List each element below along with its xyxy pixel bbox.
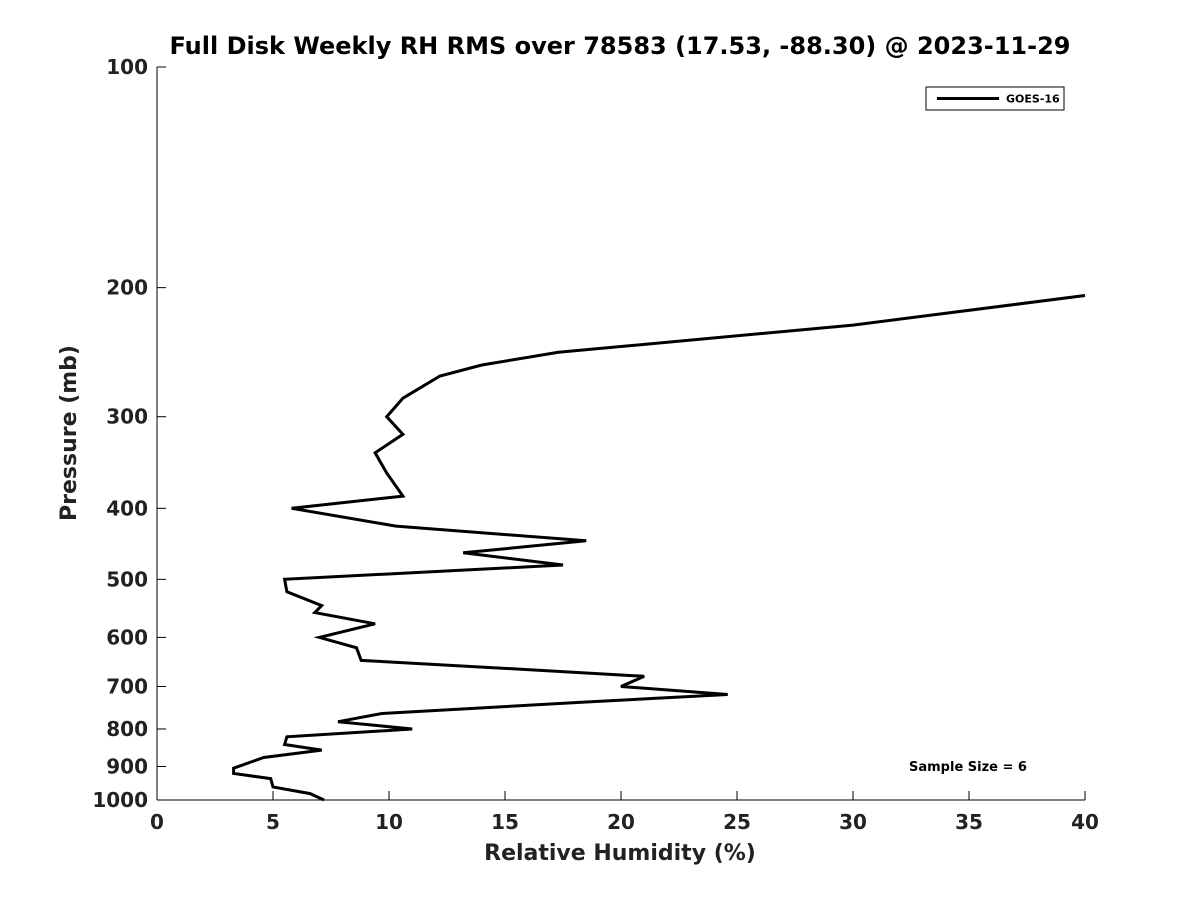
y-tick-label: 200 — [106, 276, 148, 300]
axes — [156, 67, 1085, 801]
y-tick-label: 600 — [106, 625, 148, 649]
y-tick-label: 900 — [106, 754, 148, 778]
y-tick-label: 300 — [106, 405, 148, 429]
x-tick-label: 40 — [1071, 810, 1099, 834]
y-tick-label: 800 — [106, 717, 148, 741]
y-axis-label: Pressure (mb) — [57, 345, 82, 521]
series-line-goes-16 — [232, 294, 1086, 802]
y-tick-label: 500 — [106, 567, 148, 591]
legend-label-goes-16: GOES-16 — [1006, 93, 1060, 106]
x-tick-label: 10 — [375, 810, 403, 834]
y-tick-label: 700 — [106, 674, 148, 698]
legend: GOES-16 — [925, 86, 1065, 111]
x-tick-label: 0 — [150, 810, 164, 834]
y-tick-label: 400 — [106, 496, 148, 520]
x-tick-label: 5 — [266, 810, 280, 834]
x-tick-label: 20 — [607, 810, 635, 834]
x-axis-ticks: 0 5 10 15 20 25 30 35 40 — [150, 791, 1099, 834]
sample-size-annotation: Sample Size = 6 — [909, 760, 1027, 775]
x-tick-label: 30 — [839, 810, 867, 834]
x-tick-label: 25 — [723, 810, 751, 834]
y-axis-ticks: 100 200 300 400 500 600 700 800 900 1000 — [92, 55, 166, 812]
x-tick-label: 35 — [955, 810, 983, 834]
chart-title: Full Disk Weekly RH RMS over 78583 (17.5… — [169, 32, 1070, 60]
y-tick-label: 100 — [106, 55, 148, 79]
x-tick-label: 15 — [491, 810, 519, 834]
y-tick-label: 1000 — [92, 788, 148, 812]
series-layer — [232, 294, 1086, 802]
x-axis-label: Relative Humidity (%) — [484, 841, 756, 866]
